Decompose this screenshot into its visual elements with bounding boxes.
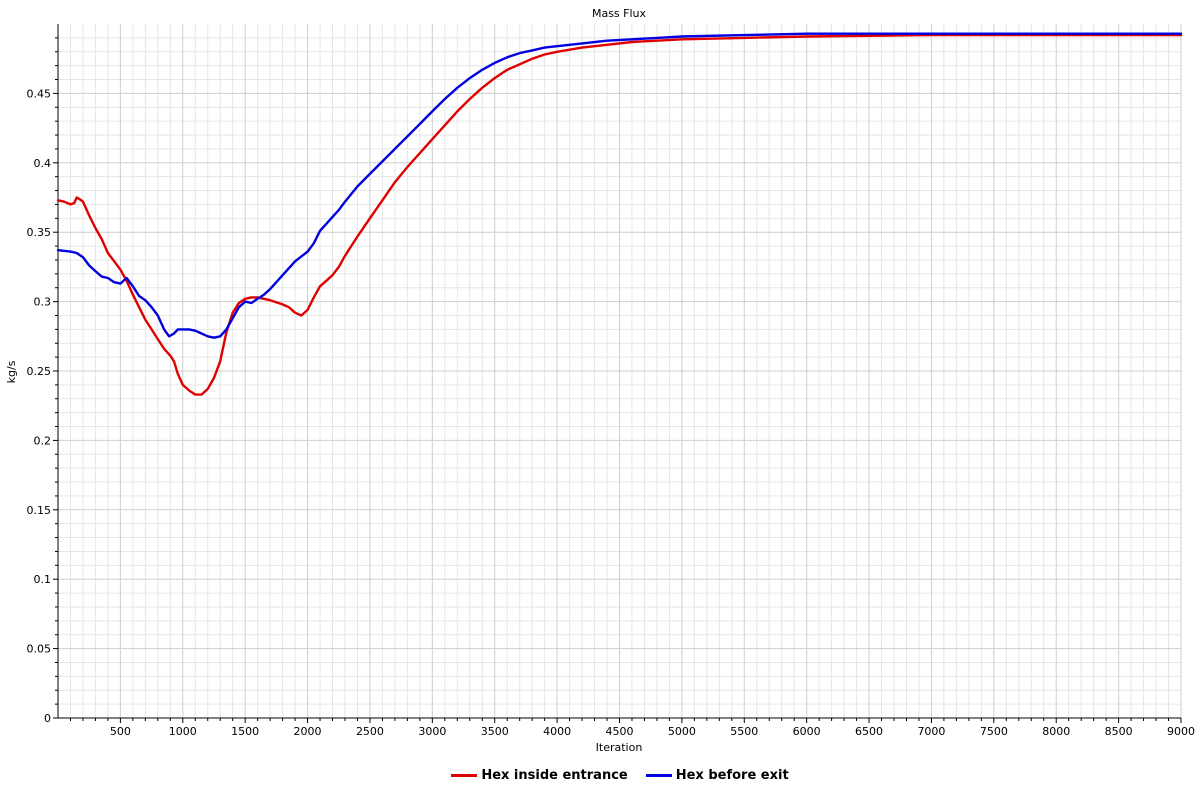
x-tick-labels: 500 1000 1500 2000 2500 3000 3500 4000 4500 5000 5… [110, 725, 1195, 738]
x-tick-label: 3500 [481, 725, 509, 738]
chart-title: Mass Flux [592, 7, 647, 20]
x-tick-label: 6000 [793, 725, 821, 738]
x-tick-label: 8000 [1042, 725, 1070, 738]
legend-item-hex-inside-entrance: Hex inside entrance [451, 768, 628, 783]
series-line-hex-before-exit [56, 32, 1183, 339]
x-tick-label: 3000 [418, 725, 446, 738]
series-line-hex-inside-entrance [56, 33, 1183, 396]
y-tick-label: 0.2 [34, 434, 52, 447]
legend-item-hex-before-exit: Hex before exit [645, 768, 789, 783]
x-tick-label: 7000 [917, 725, 945, 738]
x-tick-label: 6500 [855, 725, 883, 738]
x-tick-label: 5000 [668, 725, 696, 738]
y-tick-label: 0.4 [34, 157, 52, 170]
x-tick-label: 1500 [231, 725, 259, 738]
x-tick-label: 4500 [606, 725, 634, 738]
x-tick-label: 4000 [543, 725, 571, 738]
y-tick-label: 0.45 [27, 87, 52, 100]
x-tick-label: 2000 [294, 725, 322, 738]
x-tick-label: 7500 [980, 725, 1008, 738]
y-tick-label: 0.25 [27, 365, 52, 378]
y-axis-label: kg/s [5, 360, 18, 383]
x-axis-label: Iteration [596, 741, 643, 754]
legend: Hex inside entrance Hex before exit [0, 768, 1200, 783]
y-tick-label: 0.3 [34, 296, 52, 309]
x-tick-label: 8500 [1105, 725, 1133, 738]
x-tick-label: 9000 [1167, 725, 1195, 738]
y-tick-label: 0.15 [27, 504, 52, 517]
x-tick-label: 500 [110, 725, 131, 738]
y-tick-label: 0.35 [27, 226, 52, 239]
series-group [56, 32, 1183, 396]
axes [53, 24, 1182, 723]
y-tick-labels: 0 0.05 0.1 0.15 0.2 0.25 0.3 0.35 0.4 0.45 [27, 87, 52, 725]
y-tick-label: 0.1 [34, 573, 52, 586]
y-tick-label: 0 [44, 712, 51, 725]
y-tick-label: 0.05 [27, 643, 52, 656]
x-tick-label: 2500 [356, 725, 384, 738]
legend-swatch-red [451, 774, 478, 777]
x-tick-label: 5500 [730, 725, 758, 738]
x-tick-label: 1000 [169, 725, 197, 738]
legend-label: Hex inside entrance [481, 768, 628, 783]
legend-swatch-blue [645, 774, 672, 777]
legend-label: Hex before exit [675, 768, 789, 783]
grid [58, 24, 1182, 719]
